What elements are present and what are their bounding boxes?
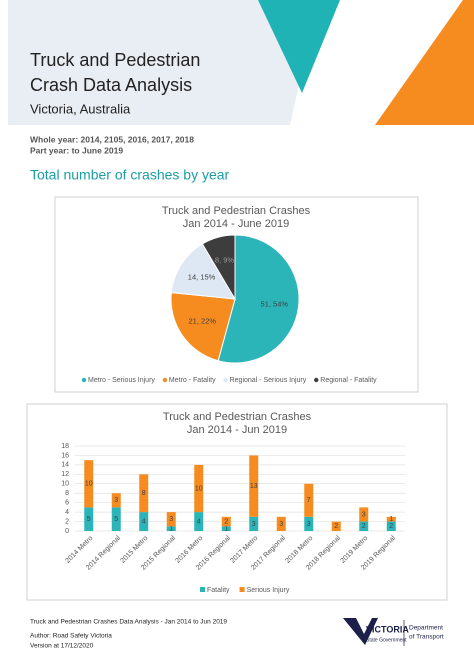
data-label: 7 [307, 497, 311, 504]
y-tick-label: 18 [61, 443, 69, 450]
pie-slice [201, 234, 236, 301]
legend-marker [314, 377, 319, 383]
data-label: 8, 9% [215, 256, 235, 265]
data-label: 8 [142, 490, 146, 497]
legend-label: Fatality [207, 587, 230, 594]
data-label: 4 [197, 518, 201, 525]
data-label: 10 [85, 481, 93, 488]
legend-marker [200, 587, 205, 592]
bar-segment [249, 516, 259, 531]
data-label: 2 [334, 523, 338, 530]
bar-segment [84, 507, 94, 531]
legend-label: Regional - Serious Injury [230, 377, 307, 384]
data-label: 4 [142, 518, 146, 525]
y-tick-label: 2 [65, 518, 69, 525]
legend-marker [239, 587, 245, 592]
legend-label: Metro - Serious Injury [88, 377, 155, 384]
chart-subtitle: Jan 2014 - Jun 2019 [187, 424, 287, 436]
bar-segment [304, 516, 314, 531]
legend-marker [81, 377, 87, 383]
bar-segment [276, 516, 286, 531]
header-band [8, 0, 318, 125]
data-label: 3 [362, 511, 366, 518]
intro-line: Whole year: 2014, 2105, 2016, 2017, 2018 [30, 134, 194, 144]
legend-marker [162, 377, 168, 383]
logo-sub: State Government [366, 637, 407, 643]
logo-dept: of Transport [409, 634, 444, 641]
bar-segment [166, 526, 176, 531]
footer-author: Author: Road Safety Victoria [30, 633, 112, 640]
y-tick-label: 6 [65, 500, 69, 507]
title-line: Truck and Pedestrian [30, 50, 200, 70]
pie-slice [170, 243, 236, 300]
data-label: 13 [250, 483, 258, 490]
bar-segment [194, 464, 204, 513]
legend-marker [223, 377, 228, 383]
data-label: 3 [307, 521, 311, 528]
title-line: Crash Data Analysis [30, 75, 192, 95]
data-label: 2 [224, 518, 228, 525]
bar-segment [84, 460, 94, 508]
y-tick-label: 0 [65, 528, 69, 535]
chart-subtitle: Jan 2014 - June 2019 [183, 218, 289, 230]
bar-segment [139, 512, 149, 531]
intro-line: Part year: to June 2019 [30, 145, 123, 155]
data-label: 3 [252, 521, 256, 528]
bar-segment [359, 521, 369, 531]
data-label: 14, 15% [188, 273, 216, 282]
teal-triangle [258, 0, 340, 93]
pie-slice [217, 234, 300, 364]
subtitle: Victoria, Australia [30, 101, 131, 116]
bar-segment [111, 493, 121, 508]
bar-segment [331, 521, 341, 531]
y-tick-label: 12 [61, 471, 69, 478]
chart-title: Truck and Pedestrian Crashes [162, 205, 311, 217]
section-title: Total number of crashes by year [30, 167, 230, 183]
data-label: 2 [389, 523, 393, 530]
bar-segment [194, 512, 204, 531]
legend-label: Serious Injury [247, 587, 290, 594]
footer-doc: Truck and Pedestrian Crashes Data Analys… [30, 619, 227, 626]
data-label: 3 [114, 497, 118, 504]
data-label: 21, 22% [189, 316, 217, 325]
y-tick-label: 14 [61, 462, 69, 469]
bar-segment [386, 521, 396, 531]
bar-segment [221, 526, 231, 531]
footer-version: Version at 17/12/2020 [30, 643, 94, 650]
bar-segment [221, 516, 231, 527]
orange-triangle [375, 0, 474, 125]
y-tick-label: 10 [61, 481, 69, 488]
y-tick-label: 8 [65, 490, 69, 497]
data-label: 3 [169, 516, 173, 523]
data-label: 1 [169, 525, 173, 532]
bar-segment [139, 474, 149, 513]
bar-frame [26, 403, 448, 601]
bar-segment [359, 507, 369, 522]
data-label: 10 [195, 485, 203, 492]
bar-segment [304, 483, 314, 517]
legend-label: Regional - Fatality [320, 377, 377, 384]
bar-segment [111, 507, 121, 531]
legend-label: Metro - Fatality [169, 377, 216, 384]
data-label: 1 [389, 516, 393, 523]
chart-title: Truck and Pedestrian Crashes [163, 411, 312, 423]
data-label: 5 [87, 516, 91, 523]
y-tick-label: 16 [61, 452, 69, 459]
data-label: 5 [114, 516, 118, 523]
data-label: 1 [224, 525, 228, 532]
logo-mark [343, 618, 378, 645]
bar-segment [249, 455, 259, 517]
pie-slice [170, 292, 236, 362]
data-label: 3 [279, 521, 283, 528]
logo-dept: Department [409, 625, 443, 632]
data-label: 2 [362, 523, 366, 530]
y-tick-label: 4 [65, 509, 69, 516]
data-label: 51, 54% [261, 299, 289, 308]
logo-name: VICTORIA [366, 624, 409, 634]
bar-segment [386, 516, 396, 522]
bar-segment [166, 512, 176, 527]
